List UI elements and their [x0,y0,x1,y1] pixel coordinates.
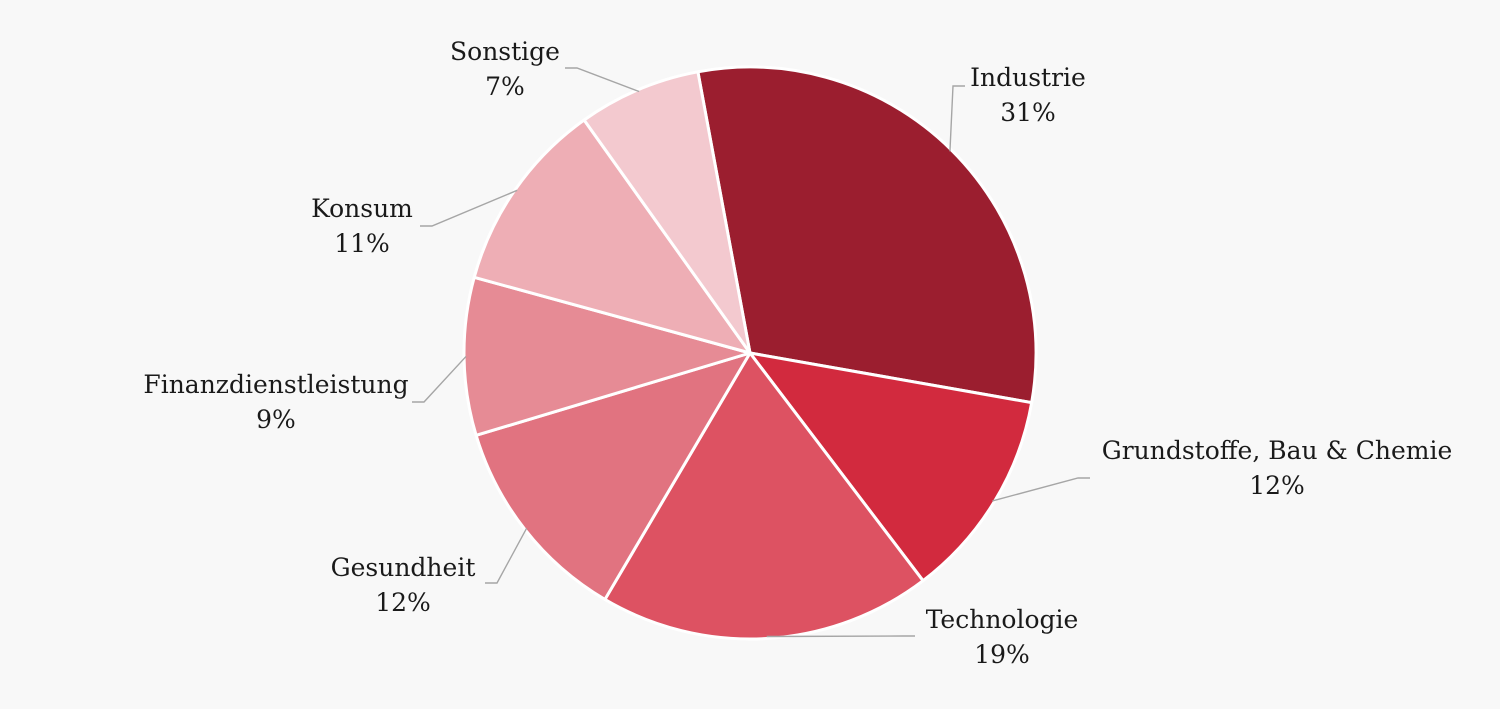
slice-label-gesundheit: Gesundheit [331,553,476,582]
leader-line-gesundheit [485,527,528,584]
labels-layer: Industrie 31% Grundstoffe, Bau & Chemie 12%… [143,37,1452,669]
slice-label-industrie: Industrie [970,63,1086,92]
slice-value-sonstige: 7% [485,72,525,101]
slice-label-grundstoffe-bau-and-chemie: Grundstoffe, Bau & Chemie [1102,436,1453,465]
pie-slice-technologie [603,351,925,641]
pie-slice-finanzdienstleistung [462,275,752,437]
slice-label-technologie: Technologie [926,605,1079,634]
leader-line-finanzdienstleistung [412,355,467,403]
slice-value-technologie: 19% [974,640,1030,669]
slice-value-grundstoffe-bau-and-chemie: 12% [1249,471,1305,500]
pie-slice-konsum [472,118,752,355]
slice-label-finanzdienstleistung: Finanzdienstleistung [143,370,408,399]
pie-slice-sonstige [582,70,752,355]
pie-slice-industrie [696,65,1038,405]
pie-slice-gesundheit [474,351,752,601]
slice-label-konsum: Konsum [311,194,413,223]
leader-line-konsum [420,189,518,227]
slice-value-konsum: 11% [334,229,390,258]
leader-line-technologie [766,635,915,638]
pie-slice-grundstoffe-bau-and-chemie [748,351,1034,583]
leader-line-industrie [949,85,965,152]
slice-value-finanzdienstleistung: 9% [256,405,296,434]
slices-layer [462,65,1038,641]
leader-line-sonstige [565,67,640,93]
slice-label-sonstige: Sonstige [450,37,560,66]
leader-lines-layer [412,67,1090,638]
slice-value-gesundheit: 12% [375,588,431,617]
leader-line-grundstoffe-bau-and-chemie [992,477,1090,502]
slice-value-industrie: 31% [1000,98,1056,127]
